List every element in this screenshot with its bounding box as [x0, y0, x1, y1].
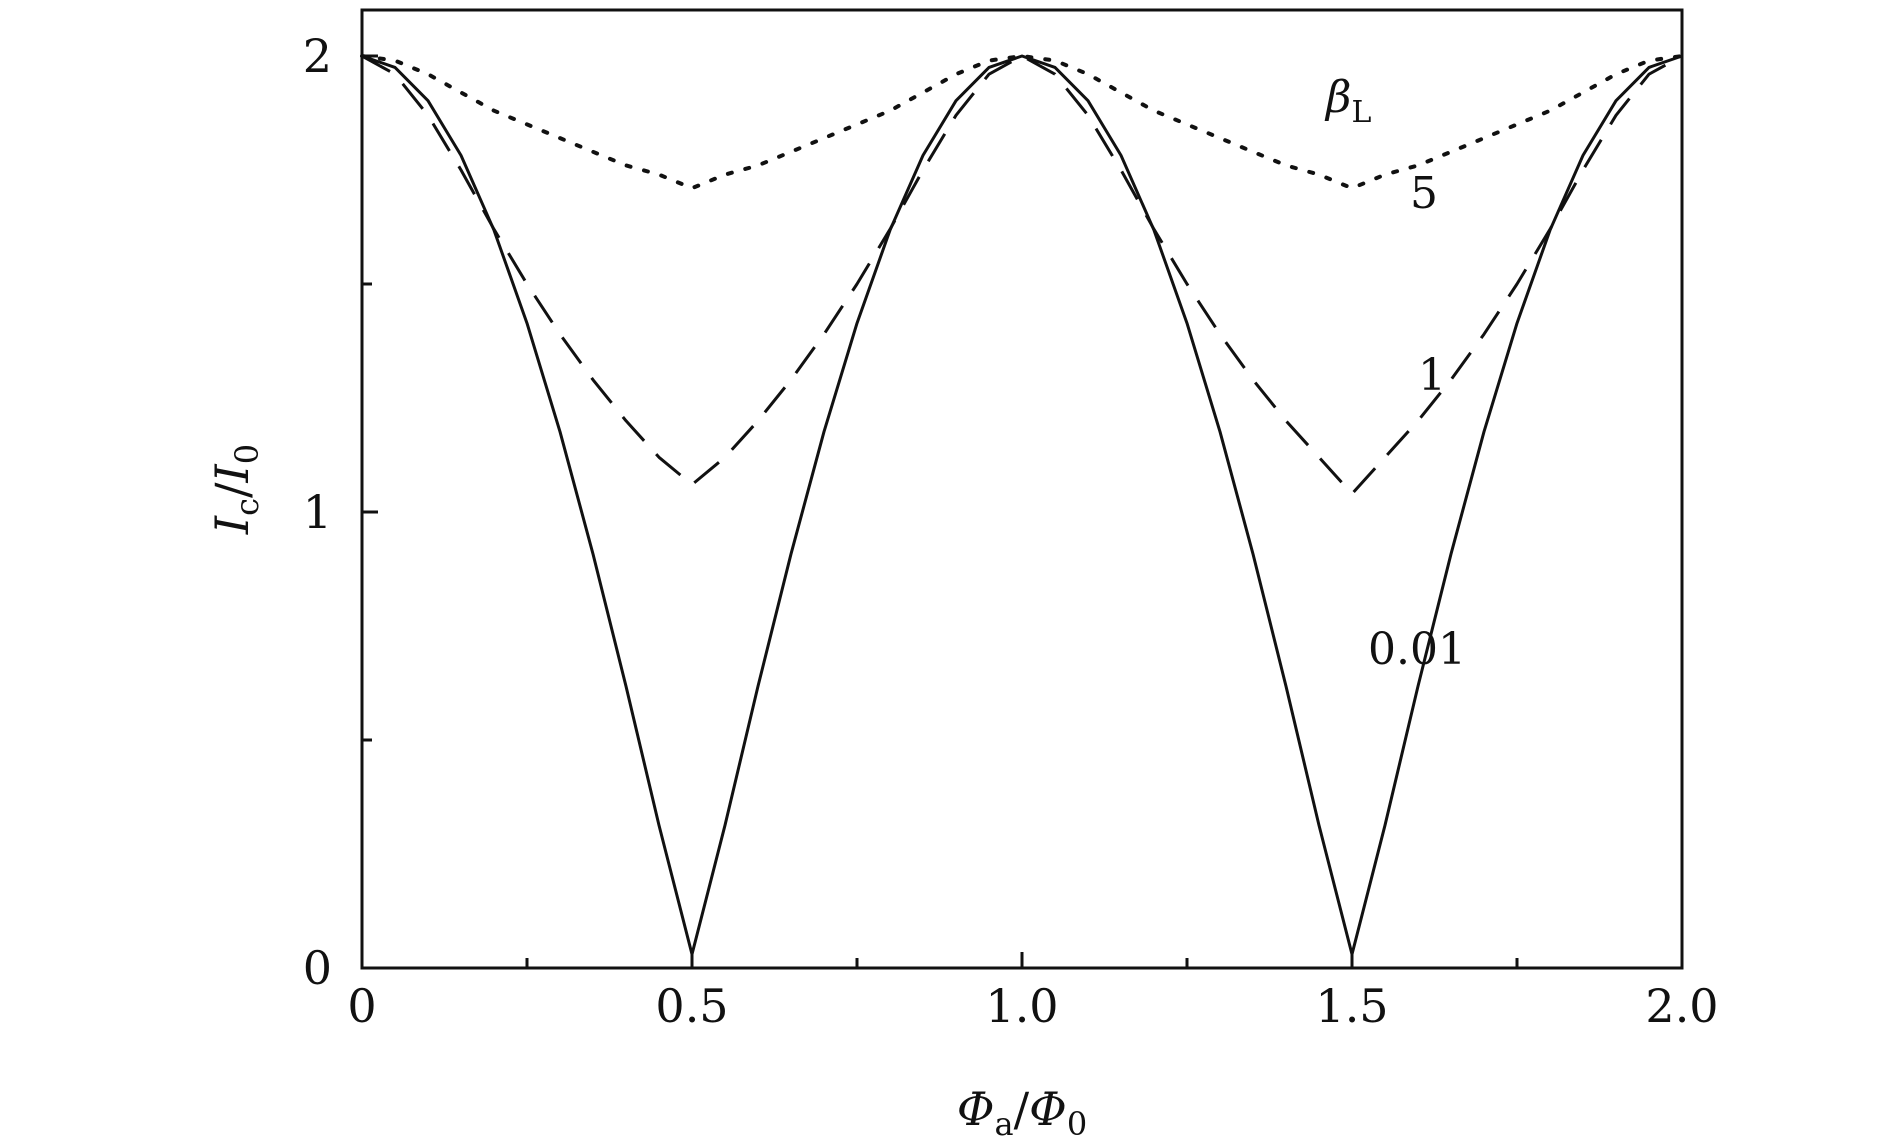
series-layer: [360, 54, 1684, 956]
axes-layer: [360, 8, 1684, 970]
series-label-0-01: 0.01: [1368, 624, 1466, 675]
y-tick-label: 0: [303, 941, 332, 995]
x-tick-label: 1.5: [1315, 979, 1388, 1033]
y-label-sep: /: [205, 482, 259, 498]
y-label-main-sub: c: [228, 498, 266, 516]
y-label-denom: I: [205, 463, 259, 483]
legend-title-sub: L: [1351, 95, 1371, 130]
y-tick-label: 1: [303, 485, 332, 539]
y-label-denom-sub: 0: [228, 444, 266, 464]
x-tick-label: 0.5: [655, 979, 728, 1033]
series-line-solid: [361, 54, 1683, 956]
x-label-sep: /: [1014, 1082, 1030, 1136]
series-label-1: 1: [1418, 350, 1446, 401]
x-label-denom-sub: 0: [1067, 1105, 1087, 1143]
series-line-dashed: [361, 54, 1683, 496]
y-axis-label: Ic/I0: [205, 444, 266, 535]
series-label-5: 5: [1410, 168, 1438, 219]
x-axis-label: Φa/Φ0: [957, 1082, 1087, 1143]
x-label-main-sub: a: [995, 1105, 1014, 1143]
legend-title-main: β: [1324, 72, 1351, 123]
series-line-dotted: [360, 54, 1684, 191]
x-tick-label: 1.0: [985, 979, 1058, 1033]
y-label-main: I: [205, 515, 259, 535]
x-label-denom: Φ: [1029, 1082, 1067, 1136]
legend-title: βL: [1324, 72, 1371, 130]
x-tick-label: 0: [347, 979, 376, 1033]
plot-frame: [360, 8, 1684, 970]
ticks-layer: 0 0.5 1.0 1.5 2.0 0 1 2: [303, 29, 1719, 1033]
y-tick-label: 2: [303, 29, 332, 83]
x-tick-label: 2.0: [1645, 979, 1718, 1033]
x-label-main: Φ: [957, 1082, 995, 1136]
